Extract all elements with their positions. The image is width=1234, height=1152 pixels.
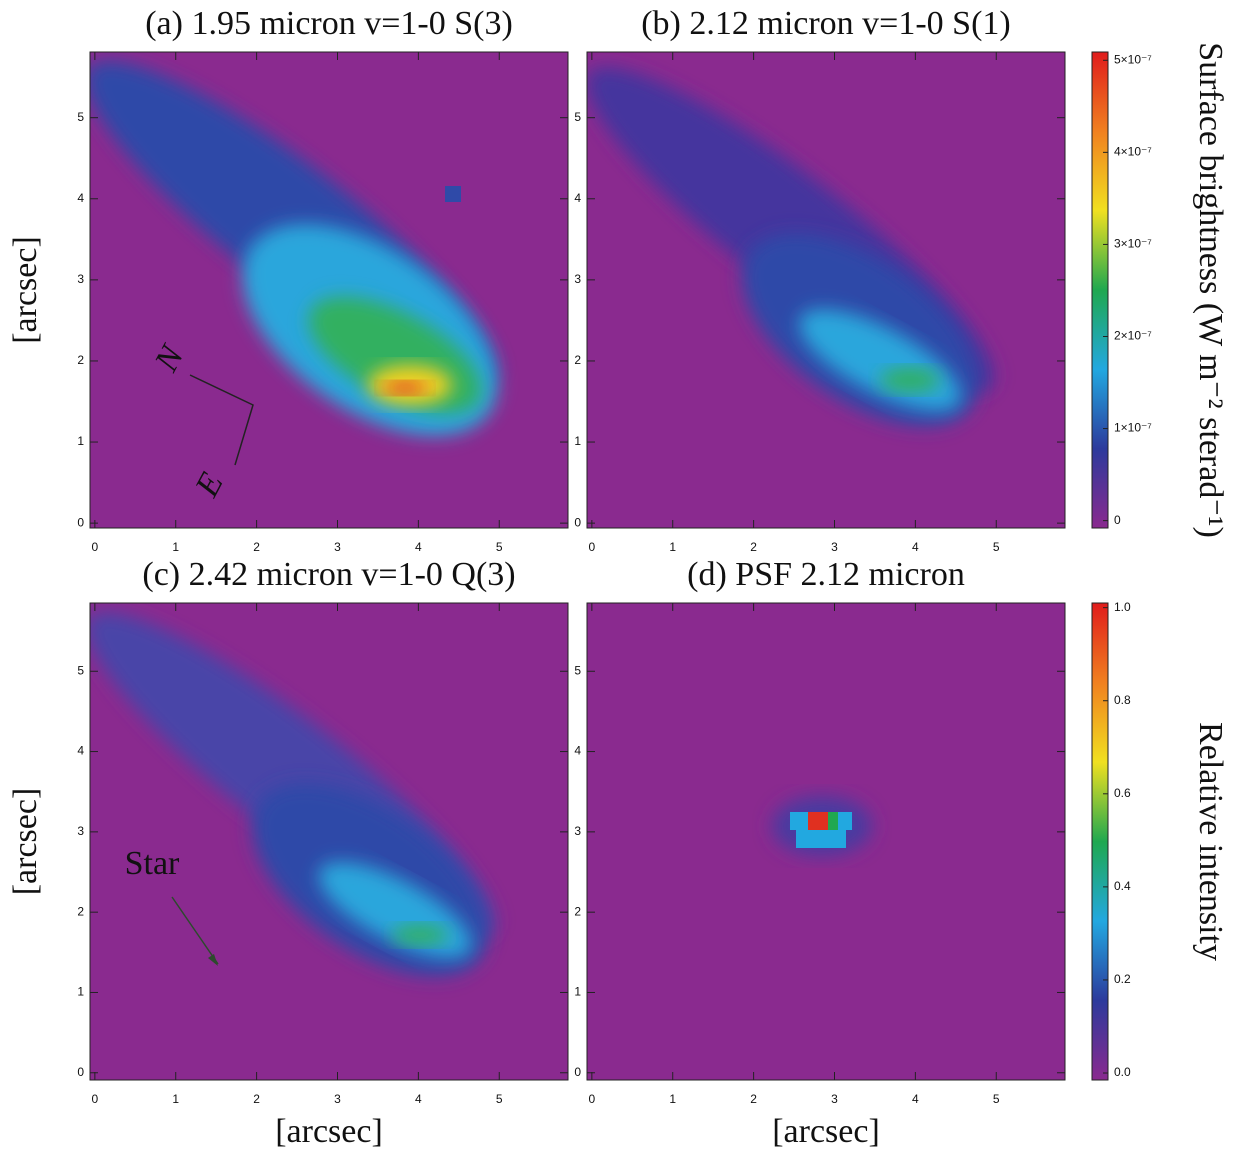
plot-frame — [586, 51, 1066, 529]
colorbar-tick-label: 1×10⁻⁷ — [1114, 421, 1152, 435]
y-axis-label: [arcsec] — [7, 236, 44, 344]
x-tick-label: 3 — [334, 1092, 341, 1106]
x-tick-label: 4 — [415, 540, 422, 554]
x-tick-label: 1 — [172, 1092, 179, 1106]
y-tick-label: 2 — [77, 353, 84, 367]
colorbar-tick-label: 0.8 — [1114, 693, 1131, 707]
x-tick-label: 0 — [92, 1092, 99, 1106]
image — [90, 603, 568, 1080]
y-tick-label: 3 — [77, 824, 84, 838]
panel-title: (d) PSF 2.12 micron — [687, 556, 965, 593]
x-tick-label: 4 — [912, 1092, 919, 1106]
y-tick-label: 3 — [574, 824, 581, 838]
colorbar-label: Relative intensity — [1192, 722, 1229, 961]
y-tick-label: 2 — [574, 353, 581, 367]
emission — [828, 812, 838, 830]
panel-title: (b) 2.12 micron v=1-0 S(1) — [641, 5, 1011, 42]
compass — [189, 374, 254, 466]
x-tick-label: 3 — [831, 540, 838, 554]
y-tick-label: 4 — [77, 744, 84, 758]
arrow-head — [208, 954, 218, 966]
x-axis-label: [arcsec] — [275, 1113, 383, 1150]
y-tick-label: 0 — [77, 515, 84, 529]
arrow — [171, 896, 219, 965]
y-tick-label: 4 — [574, 744, 581, 758]
image — [90, 52, 568, 528]
x-tick-label: 2 — [750, 1092, 757, 1106]
colorbar-tick-label: 0.4 — [1114, 879, 1131, 893]
colorbar-tick-label: 5×10⁻⁷ — [1114, 52, 1152, 66]
image — [587, 603, 1065, 1080]
x-tick-label: 5 — [993, 540, 1000, 554]
plot-frame — [89, 602, 569, 1081]
panel-title: (a) 1.95 micron v=1-0 S(3) — [145, 5, 513, 42]
y-tick-label: 3 — [574, 272, 581, 286]
y-tick-label: 0 — [574, 1065, 581, 1079]
x-tick-label: 1 — [172, 540, 179, 554]
colorbar-tick-label: 3×10⁻⁷ — [1114, 237, 1152, 251]
x-tick-label: 3 — [831, 1092, 838, 1106]
emission — [383, 382, 427, 394]
x-tick-label: 5 — [993, 1092, 1000, 1106]
y-tick-label: 1 — [77, 434, 84, 448]
y-tick-label: 5 — [574, 663, 581, 677]
x-tick-label: 0 — [589, 540, 596, 554]
x-tick-label: 3 — [334, 540, 341, 554]
y-tick-label: 2 — [77, 904, 84, 918]
emission — [796, 830, 846, 848]
annotation: Star — [125, 845, 180, 882]
emission — [808, 812, 828, 830]
y-tick-label: 3 — [77, 272, 84, 286]
colorbar-tick-label: 0.0 — [1114, 1065, 1131, 1079]
image — [587, 52, 1065, 528]
colorbar — [1091, 602, 1109, 1081]
y-tick-label: 1 — [574, 985, 581, 999]
plot-frame — [586, 602, 1066, 1081]
colorbar-tick-label: 0.2 — [1114, 972, 1131, 986]
x-tick-label: 5 — [496, 540, 503, 554]
y-tick-label: 4 — [77, 191, 84, 205]
emission — [392, 925, 448, 945]
plot-frame — [89, 51, 569, 529]
x-tick-label: 2 — [750, 540, 757, 554]
y-tick-label: 1 — [77, 985, 84, 999]
emission — [880, 368, 940, 392]
y-tick-label: 2 — [574, 904, 581, 918]
y-tick-label: 5 — [574, 110, 581, 124]
colorbar — [1091, 51, 1109, 529]
x-tick-label: 0 — [589, 1092, 596, 1106]
x-tick-label: 1 — [669, 540, 676, 554]
x-tick-label: 1 — [669, 1092, 676, 1106]
y-tick-label: 5 — [77, 110, 84, 124]
x-tick-label: 4 — [415, 1092, 422, 1106]
y-tick-label: 0 — [574, 515, 581, 529]
x-axis-label: [arcsec] — [772, 1113, 880, 1150]
y-axis-label: [arcsec] — [7, 788, 44, 896]
y-tick-label: 5 — [77, 663, 84, 677]
colorbar-tick-label: 4×10⁻⁷ — [1114, 145, 1152, 159]
colorbar-tick-label: 1.0 — [1114, 600, 1131, 614]
x-tick-label: 4 — [912, 540, 919, 554]
colorbar-label: Surface brightness (W m⁻² sterad⁻¹) — [1192, 42, 1229, 538]
colorbar-tick-label: 2×10⁻⁷ — [1114, 329, 1152, 343]
y-tick-label: 1 — [574, 434, 581, 448]
emission — [445, 186, 461, 202]
x-tick-label: 2 — [253, 1092, 260, 1106]
colorbar-tick-label: 0.6 — [1114, 786, 1131, 800]
x-tick-label: 5 — [496, 1092, 503, 1106]
y-tick-label: 0 — [77, 1065, 84, 1079]
x-tick-label: 0 — [92, 540, 99, 554]
x-tick-label: 2 — [253, 540, 260, 554]
panel-title: (c) 2.42 micron v=1-0 Q(3) — [142, 556, 515, 593]
colorbar-tick-label: 0 — [1114, 513, 1121, 527]
y-tick-label: 4 — [574, 191, 581, 205]
